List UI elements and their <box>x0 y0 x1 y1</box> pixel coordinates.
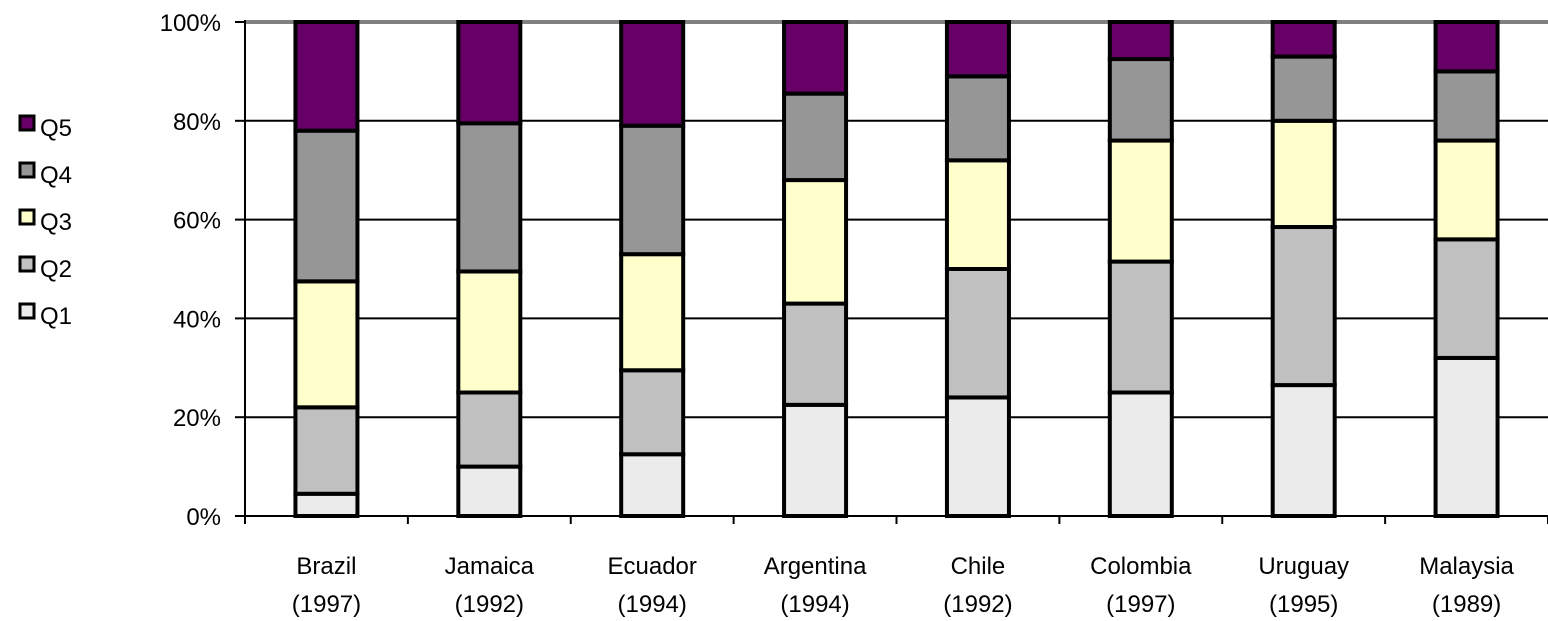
bar-segment-q5 <box>1433 20 1500 74</box>
x-category-label: (1989) <box>1432 591 1501 618</box>
bar-segment-q5 <box>782 20 849 96</box>
bar-segment-q1 <box>782 402 849 519</box>
bar-stack <box>619 20 686 518</box>
bar-stack <box>1107 20 1174 518</box>
bar-segment-q1 <box>944 395 1011 518</box>
bar-segment-q2 <box>1270 225 1337 388</box>
x-category-label: (1992) <box>943 591 1012 618</box>
legend-label: Q3 <box>40 209 72 236</box>
y-tick-label: 40% <box>173 306 221 333</box>
bar-segment-q1 <box>1107 390 1174 518</box>
bar-stack <box>456 20 523 519</box>
bar-stack <box>782 20 849 519</box>
bar-segment-q3 <box>1270 118 1337 230</box>
bar-segment-q4 <box>1107 57 1174 143</box>
bar-segment-q5 <box>944 20 1011 79</box>
x-axis: Brazil (1997) Jamaica (1992) Ecuador (1994) Ar… <box>244 515 1548 618</box>
bar-segment-q3 <box>456 269 523 395</box>
x-category-label: Argentina <box>764 553 867 580</box>
bar-stack <box>293 20 360 518</box>
x-category-label: Brazil <box>296 553 356 580</box>
legend-swatch-q1 <box>18 302 36 320</box>
y-axis: 0% 20% 40% 60% 80% 100% <box>160 10 246 531</box>
x-category-label: (1997) <box>1106 591 1175 618</box>
bar-segment-q1 <box>293 491 360 518</box>
bar-segment-q5 <box>1107 20 1174 62</box>
y-tick-label: 100% <box>160 10 221 37</box>
x-category-label: Chile <box>951 553 1006 580</box>
legend-label: Q5 <box>40 115 72 142</box>
bar-segment-q1 <box>1270 383 1337 518</box>
bar-segment-q2 <box>619 368 686 457</box>
bar-segment-q3 <box>782 178 849 306</box>
bar-segment-q1 <box>619 452 686 518</box>
bars <box>293 20 1500 519</box>
y-tick-label: 80% <box>173 109 221 136</box>
bar-segment-q5 <box>619 20 686 128</box>
legend-swatch-q2 <box>18 255 36 273</box>
x-category-label: (1995) <box>1269 591 1338 618</box>
gridlines <box>245 20 1548 419</box>
bar-segment-q2 <box>456 390 523 469</box>
legend-swatch-q5 <box>18 114 36 132</box>
x-category-label: Ecuador <box>607 553 696 580</box>
y-tick-label: 60% <box>173 208 221 235</box>
bar-segment-q2 <box>293 405 360 496</box>
x-category-label: (1994) <box>618 591 687 618</box>
x-category-label: Colombia <box>1090 553 1192 580</box>
x-category-label: Jamaica <box>445 553 535 580</box>
bar-segment-q3 <box>619 252 686 373</box>
bar-segment-q2 <box>944 267 1011 400</box>
bar-segment-q4 <box>782 91 849 183</box>
bar-segment-q2 <box>1107 259 1174 395</box>
x-category-label: (1997) <box>292 591 361 618</box>
bar-segment-q4 <box>619 123 686 257</box>
y-tick-label: 20% <box>173 405 221 432</box>
x-category-label: (1994) <box>780 591 849 618</box>
legend-swatch-q4 <box>18 161 36 179</box>
bar-stack <box>944 20 1011 518</box>
bar-segment-q1 <box>1433 355 1500 519</box>
bar-segment-q3 <box>944 158 1011 272</box>
x-category-label: (1992) <box>455 591 524 618</box>
legend-label: Q1 <box>40 303 72 330</box>
bar-segment-q4 <box>944 74 1011 163</box>
legend-swatch-q3 <box>18 208 36 226</box>
bar-segment-q1 <box>456 464 523 519</box>
bar-stack <box>1270 20 1337 518</box>
bar-segment-q2 <box>782 301 849 407</box>
x-category-label: Uruguay <box>1258 553 1349 580</box>
bar-segment-q3 <box>1433 138 1500 242</box>
bar-segment-q4 <box>456 121 523 274</box>
bar-stack <box>1433 20 1500 519</box>
bar-segment-q3 <box>293 279 360 410</box>
legend-label: Q2 <box>40 256 72 283</box>
bar-segment-q2 <box>1433 237 1500 360</box>
y-tick-label: 0% <box>186 504 221 531</box>
bar-segment-q3 <box>1107 138 1174 264</box>
bar-segment-q4 <box>1270 54 1337 123</box>
bar-segment-q5 <box>293 20 360 133</box>
legend: Q5 Q4 Q3 Q2 Q1 <box>18 114 72 330</box>
x-category-label: Malaysia <box>1419 553 1514 580</box>
bar-segment-q5 <box>1270 20 1337 59</box>
bar-segment-q4 <box>293 128 360 284</box>
legend-label: Q4 <box>40 162 72 189</box>
bar-segment-q5 <box>456 20 523 126</box>
bar-segment-q4 <box>1433 69 1500 143</box>
